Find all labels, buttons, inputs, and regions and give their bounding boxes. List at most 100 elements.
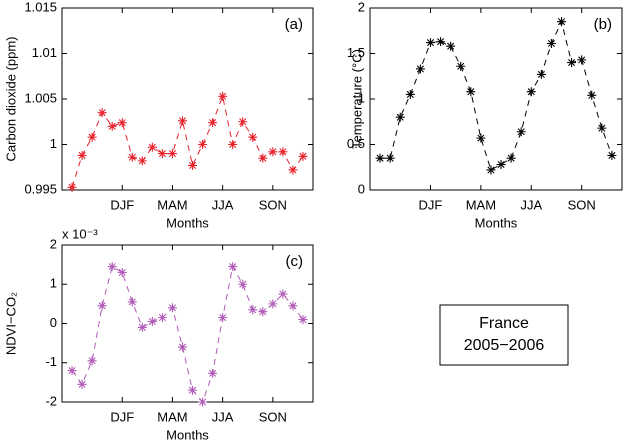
data-point bbox=[87, 132, 97, 142]
data-point bbox=[405, 89, 415, 99]
y-tick-label: -2 bbox=[45, 393, 57, 408]
data-point bbox=[516, 127, 526, 137]
x-tick-label: MAM bbox=[157, 409, 187, 424]
y-tick-label: 0 bbox=[358, 181, 365, 196]
y-tick-label: 1 bbox=[50, 136, 57, 151]
data-point bbox=[278, 147, 288, 157]
y-tick-label: 1.005 bbox=[24, 90, 57, 105]
data-point bbox=[198, 397, 208, 407]
data-point bbox=[288, 165, 298, 175]
x-tick-label: DJF bbox=[110, 409, 134, 424]
y-tick-label: 1 bbox=[358, 90, 365, 105]
data-point bbox=[298, 315, 308, 325]
data-point bbox=[456, 61, 466, 71]
data-point bbox=[157, 313, 167, 323]
x-tick-label: SON bbox=[568, 197, 596, 212]
panel-label: (b) bbox=[594, 16, 612, 33]
panel-label: (a) bbox=[285, 16, 303, 33]
data-point bbox=[298, 151, 308, 161]
data-point bbox=[238, 279, 248, 289]
data-point bbox=[278, 289, 288, 299]
plot-frame bbox=[61, 244, 314, 403]
data-point bbox=[147, 317, 157, 327]
data-point bbox=[248, 305, 258, 315]
data-point bbox=[506, 153, 516, 163]
data-point bbox=[77, 150, 87, 160]
data-point bbox=[476, 133, 486, 143]
data-point bbox=[218, 91, 228, 101]
data-point bbox=[536, 69, 546, 79]
y-tick-label: 1 bbox=[50, 276, 57, 291]
data-point bbox=[546, 38, 556, 48]
y-tick-label: 1.015 bbox=[24, 0, 57, 14]
y-tick-label: -1 bbox=[45, 354, 57, 369]
x-tick-label: JJA bbox=[520, 197, 542, 212]
note-line: France bbox=[479, 315, 529, 332]
data-point bbox=[177, 116, 187, 126]
x-tick-label: JJA bbox=[212, 409, 234, 424]
data-point bbox=[117, 118, 127, 128]
data-point bbox=[218, 313, 228, 323]
note-line: 2005−2006 bbox=[464, 337, 545, 354]
data-point bbox=[425, 38, 435, 48]
data-point bbox=[228, 262, 238, 272]
data-point bbox=[157, 149, 167, 159]
y-tick-label: 2 bbox=[358, 0, 365, 14]
plot-frame bbox=[61, 7, 314, 191]
data-point bbox=[288, 301, 298, 311]
data-point bbox=[117, 267, 127, 277]
series-line bbox=[71, 265, 304, 403]
data-point bbox=[375, 153, 385, 163]
data-point bbox=[97, 301, 107, 311]
x-tick-label: DJF bbox=[110, 197, 134, 212]
data-point bbox=[486, 165, 496, 175]
data-point bbox=[67, 366, 77, 376]
x-axis-label: Months bbox=[475, 215, 518, 230]
data-point bbox=[496, 160, 506, 170]
data-point bbox=[466, 87, 476, 97]
data-point bbox=[87, 356, 97, 366]
y-tick-label: 0.5 bbox=[347, 136, 365, 151]
x-tick-label: MAM bbox=[466, 197, 496, 212]
data-point bbox=[567, 58, 577, 68]
x-tick-label: MAM bbox=[157, 197, 187, 212]
y-tick-label: 0.995 bbox=[24, 181, 57, 196]
data-point bbox=[167, 303, 177, 313]
data-point bbox=[557, 17, 567, 27]
data-point bbox=[177, 342, 187, 352]
data-point bbox=[67, 182, 77, 192]
data-point bbox=[446, 41, 456, 51]
data-point bbox=[526, 87, 536, 97]
y-tick-label: 2 bbox=[50, 236, 57, 251]
panel-label: (c) bbox=[286, 253, 304, 270]
data-point bbox=[268, 299, 278, 309]
y-axis-label: NDVI−CO₂ bbox=[3, 292, 18, 355]
note-box bbox=[439, 304, 569, 366]
data-point bbox=[395, 112, 405, 122]
data-point bbox=[77, 379, 87, 389]
x-tick-label: SON bbox=[259, 409, 287, 424]
y-tick-label: 1.01 bbox=[32, 45, 57, 60]
data-point bbox=[228, 140, 238, 149]
x-axis-label: Months bbox=[166, 215, 209, 230]
series-line bbox=[380, 20, 613, 171]
data-point bbox=[268, 147, 278, 157]
data-point bbox=[97, 108, 107, 118]
data-point bbox=[137, 322, 147, 332]
data-point bbox=[238, 117, 248, 127]
data-point bbox=[597, 123, 607, 133]
data-point bbox=[188, 160, 198, 170]
data-point bbox=[208, 118, 218, 128]
data-point bbox=[107, 262, 117, 272]
y-multiplier: x 10⁻³ bbox=[62, 226, 98, 241]
data-point bbox=[208, 368, 218, 378]
data-point bbox=[258, 153, 268, 163]
data-point bbox=[107, 121, 117, 131]
x-tick-label: SON bbox=[259, 197, 287, 212]
data-point bbox=[198, 140, 208, 149]
data-point bbox=[415, 64, 425, 74]
data-point bbox=[248, 132, 258, 142]
data-point bbox=[258, 307, 268, 317]
y-axis-label: Temperature (°C) bbox=[349, 49, 364, 149]
